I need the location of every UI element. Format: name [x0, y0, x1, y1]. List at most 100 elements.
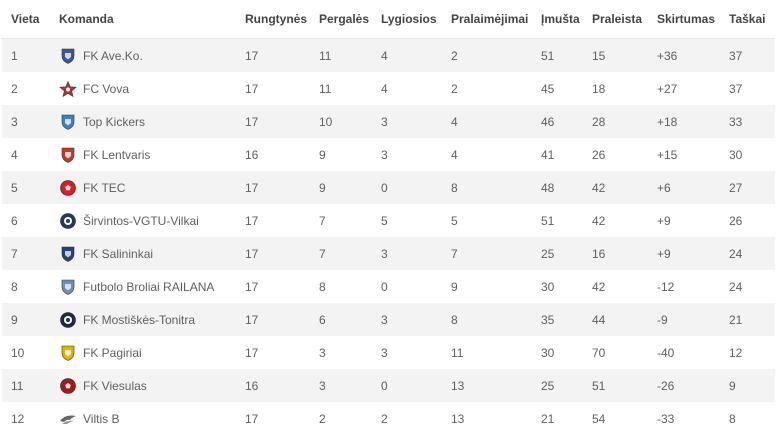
- team-logo-icon: [59, 113, 77, 131]
- cell-team: Futbolo Broliai RAILANA: [50, 270, 236, 303]
- cell-played: 17: [236, 270, 310, 303]
- header-losses[interactable]: Pralaimėjimai: [442, 0, 532, 39]
- cell-position: 10: [2, 336, 50, 369]
- cell-wins: 9: [310, 171, 372, 204]
- cell-played: 17: [236, 72, 310, 105]
- cell-team: FK Ave.Ko.: [50, 38, 236, 72]
- team-name[interactable]: FK Mostiškės-Tonitra: [83, 312, 196, 327]
- team-logo-icon: [59, 179, 77, 197]
- header-team[interactable]: Komanda: [50, 0, 236, 39]
- cell-difference: +6: [648, 171, 720, 204]
- table-row[interactable]: 8 Futbolo Broliai RAILANA 17 8 0 9 30 42 -12 24: [2, 270, 775, 303]
- cell-points: 8: [720, 402, 775, 435]
- team-name[interactable]: FK Ave.Ko.: [83, 48, 143, 63]
- header-played[interactable]: Rungtynės: [236, 0, 310, 39]
- team-name[interactable]: Futbolo Broliai RAILANA: [83, 279, 215, 294]
- table-row[interactable]: 12 Viltis B 17 2 2 13 21 54 -33 8: [2, 402, 775, 435]
- cell-points: 27: [720, 171, 775, 204]
- cell-team: FK Mostiškės-Tonitra: [50, 303, 236, 336]
- cell-draws: 3: [372, 105, 442, 138]
- cell-difference: -40: [648, 336, 720, 369]
- team-name[interactable]: Širvintos-VGTU-Vilkai: [83, 213, 199, 228]
- cell-team: FC Vova: [50, 72, 236, 105]
- cell-scored: 30: [532, 270, 583, 303]
- cell-draws: 3: [372, 303, 442, 336]
- cell-losses: 13: [442, 402, 532, 435]
- cell-conceded: 70: [583, 336, 648, 369]
- cell-position: 1: [2, 38, 50, 72]
- cell-difference: +15: [648, 138, 720, 171]
- cell-team: Viltis B: [50, 402, 236, 435]
- cell-points: 24: [720, 237, 775, 270]
- team-cell: FC Vova: [59, 80, 236, 98]
- cell-played: 16: [236, 138, 310, 171]
- team-name[interactable]: FC Vova: [83, 81, 130, 96]
- table-row[interactable]: 6 Širvintos-VGTU-Vilkai 17 7 5 5 51 42 +9 26: [2, 204, 775, 237]
- team-cell: FK Mostiškės-Tonitra: [59, 311, 236, 329]
- team-logo-icon: [59, 80, 77, 98]
- cell-position: 12: [2, 402, 50, 435]
- team-name[interactable]: Viltis B: [83, 411, 120, 426]
- cell-scored: 30: [532, 336, 583, 369]
- header-difference[interactable]: Skirtumas: [648, 0, 720, 39]
- cell-scored: 51: [532, 204, 583, 237]
- cell-difference: +9: [648, 204, 720, 237]
- cell-draws: 0: [372, 171, 442, 204]
- team-name[interactable]: FK Salininkai: [83, 246, 154, 261]
- cell-points: 9: [720, 369, 775, 402]
- cell-played: 17: [236, 237, 310, 270]
- team-cell: FK Ave.Ko.: [59, 47, 236, 65]
- cell-position: 5: [2, 171, 50, 204]
- cell-conceded: 44: [583, 303, 648, 336]
- cell-losses: 8: [442, 303, 532, 336]
- cell-conceded: 16: [583, 237, 648, 270]
- team-name[interactable]: FK Viesulas: [83, 378, 147, 393]
- cell-conceded: 42: [583, 270, 648, 303]
- cell-scored: 25: [532, 237, 583, 270]
- cell-losses: 5: [442, 204, 532, 237]
- team-logo-icon: [59, 311, 77, 329]
- table-row[interactable]: 2 FC Vova 17 11 4 2 45 18 +27 37: [2, 72, 775, 105]
- cell-wins: 3: [310, 369, 372, 402]
- team-name[interactable]: FK Lentvaris: [83, 147, 151, 162]
- header-position[interactable]: Vieta: [2, 0, 50, 39]
- header-draws[interactable]: Lygiosios: [372, 0, 442, 39]
- cell-scored: 45: [532, 72, 583, 105]
- cell-scored: 48: [532, 171, 583, 204]
- team-logo-icon: [59, 278, 77, 296]
- table-row[interactable]: 9 FK Mostiškės-Tonitra 17 6 3 8 35 44 -9 21: [2, 303, 775, 336]
- cell-team: FK TEC: [50, 171, 236, 204]
- cell-played: 17: [236, 38, 310, 72]
- table-row[interactable]: 10 FK Pagiriai 17 3 3 11 30 70 -40 12: [2, 336, 775, 369]
- team-logo-icon: [59, 212, 77, 230]
- team-cell: FK Pagiriai: [59, 344, 236, 362]
- cell-wins: 9: [310, 138, 372, 171]
- table-row[interactable]: 4 FK Lentvaris 16 9 3 4 41 26 +15 30: [2, 138, 775, 171]
- team-name[interactable]: Top Kickers: [83, 114, 146, 129]
- cell-losses: 2: [442, 72, 532, 105]
- table-row[interactable]: 7 FK Salininkai 17 7 3 7 25 16 +9 24: [2, 237, 775, 270]
- cell-draws: 3: [372, 237, 442, 270]
- header-scored[interactable]: Įmušta: [532, 0, 583, 39]
- header-points[interactable]: Taškai: [720, 0, 775, 39]
- cell-draws: 0: [372, 270, 442, 303]
- header-wins[interactable]: Pergalės: [310, 0, 372, 39]
- table-row[interactable]: 5 FK TEC 17 9 0 8 48 42 +6 27: [2, 171, 775, 204]
- cell-scored: 46: [532, 105, 583, 138]
- table-row[interactable]: 1 FK Ave.Ko. 17 11 4 2 51 15 +36 37: [2, 38, 775, 72]
- cell-losses: 9: [442, 270, 532, 303]
- cell-points: 30: [720, 138, 775, 171]
- cell-draws: 5: [372, 204, 442, 237]
- team-logo-icon: [59, 245, 77, 263]
- cell-points: 26: [720, 204, 775, 237]
- team-name[interactable]: FK Pagiriai: [83, 345, 142, 360]
- cell-team: FK Pagiriai: [50, 336, 236, 369]
- header-conceded[interactable]: Praleista: [583, 0, 648, 39]
- table-row[interactable]: 11 FK Viesulas 16 3 0 13 25 51 -26 9: [2, 369, 775, 402]
- team-name[interactable]: FK TEC: [83, 180, 126, 195]
- cell-losses: 8: [442, 171, 532, 204]
- standings-body: 1 FK Ave.Ko. 17 11 4 2 51 15 +36 37 2 FC Vova 17 11 4 2…: [2, 38, 775, 435]
- table-row[interactable]: 3 Top Kickers 17 10 3 4 46 28 +18 33: [2, 105, 775, 138]
- cell-conceded: 26: [583, 138, 648, 171]
